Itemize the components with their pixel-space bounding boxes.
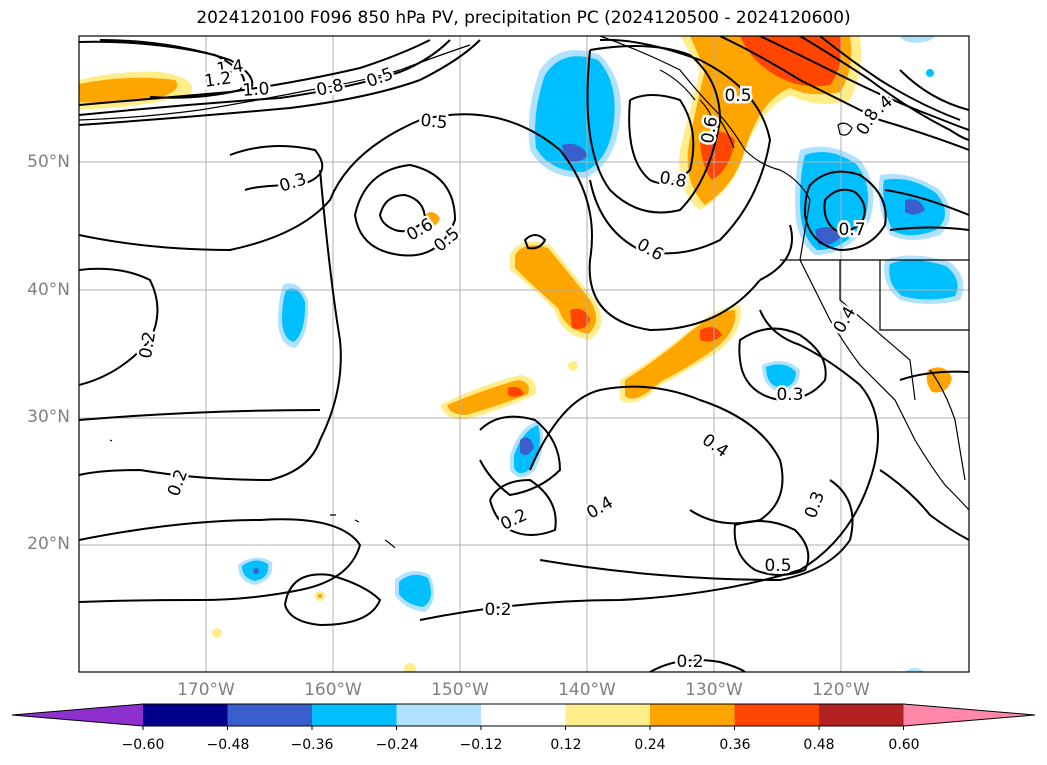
colorbar-tick-label: 0.36 (719, 737, 751, 753)
lon-label-170w: 170°W (177, 680, 235, 700)
colorbar-tick-label: −0.12 (459, 737, 503, 753)
plot-frame (78, 35, 970, 673)
lon-label-130w: 130°W (685, 680, 743, 700)
lon-label-120w: 120°W (812, 680, 870, 700)
colorbar-segment (396, 704, 482, 726)
lon-label-160w: 160°W (304, 680, 362, 700)
contour-label: 0.8 (658, 168, 688, 192)
contour-label: 0.2 (676, 652, 703, 672)
contour-label-halo: 0.7 (838, 220, 865, 240)
colorbar-segment (312, 704, 397, 726)
contour-label: 0.5 (764, 556, 791, 576)
contour-label-halo: 0.2 (484, 600, 511, 620)
contour-label: 0.3 (776, 385, 803, 405)
colorbar-segment (819, 704, 904, 726)
colorbar-segment (650, 704, 735, 726)
contour-label: 1.2 (203, 68, 233, 92)
colorbar-segment (143, 704, 228, 726)
contour-label: 0.2 (136, 330, 160, 360)
lon-label-140w: 140°W (558, 680, 616, 700)
lat-label-40n: 40°N (27, 280, 70, 300)
colorbar-extend-max (903, 704, 1035, 726)
pv-contours (79, 36, 969, 672)
lat-label-20n: 20°N (27, 534, 70, 554)
colorbar-segment (481, 704, 566, 726)
contour-label: 1.0 (242, 79, 270, 101)
plot-area (79, 36, 969, 672)
contour-label: 1.4 (215, 56, 245, 80)
contour-label-halo: 0.5 (764, 556, 791, 576)
colorbar-tick-label: −0.24 (375, 737, 419, 753)
colorbar (11, 703, 1036, 730)
contour-label-halo: 0.5 (724, 86, 751, 106)
colorbar-segment (565, 704, 651, 726)
colorbar-tick-label: 0.60 (888, 737, 920, 753)
lon-label-150w: 150°W (431, 680, 489, 700)
contour-label: 0.6 (698, 115, 722, 145)
colorbar-tick-label: −0.36 (290, 737, 334, 753)
lat-label-50n: 50°N (27, 152, 70, 172)
colorbar-tick-label: −0.60 (121, 737, 165, 753)
colorbar-tick-label: 0.12 (550, 737, 582, 753)
graticule (79, 36, 969, 672)
contour-label-halo: 1.0 (242, 79, 270, 101)
colorbar-extend-min (12, 704, 143, 726)
map-title: 2024120100 F096 850 hPa PV, precipitatio… (196, 8, 851, 28)
colorbar-tick-label: 0.48 (803, 737, 835, 753)
colorbar-segment (734, 704, 820, 726)
lat-label-30n: 30°N (27, 407, 70, 427)
contour-label: 0.2 (484, 600, 511, 620)
contour-label: 0.5 (420, 111, 449, 134)
coastlines (79, 36, 969, 549)
contour-label-halo: 0.2 (676, 652, 703, 672)
colorbar-tick-label: 0.24 (634, 737, 666, 753)
contour-label: 0.7 (838, 220, 865, 240)
colorbar-segment (227, 704, 313, 726)
colorbar-tick-label: −0.48 (206, 737, 250, 753)
contour-label-halo: 0.3 (776, 385, 803, 405)
contour-label: 0.5 (724, 86, 751, 106)
